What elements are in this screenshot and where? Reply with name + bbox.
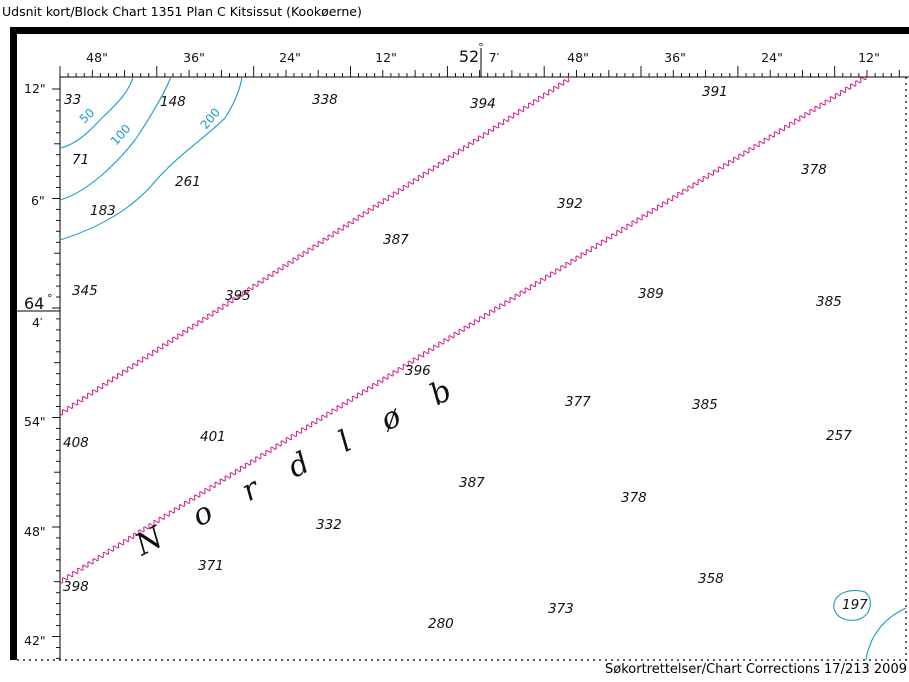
latitude-ticks	[52, 88, 60, 659]
chart-frame-left	[10, 27, 17, 660]
sounding: 387	[459, 475, 485, 491]
sounding: 261	[175, 174, 201, 190]
sounding: 280	[428, 616, 454, 632]
depth-soundings: 33 148 338 394 391 71 261 378 183 392 38…	[63, 84, 868, 632]
area-name-nordlob: N o r d l ø b	[129, 367, 470, 564]
lon-label-48: 48"	[86, 50, 108, 65]
sounding: 392	[557, 196, 583, 212]
lat-label-12: 12"	[24, 81, 46, 96]
lon-label-52-deg: 52	[459, 47, 479, 66]
contour-label-100: 100	[108, 122, 134, 148]
depth-contours	[59, 76, 907, 661]
lat-label-4min: 4′	[32, 315, 43, 330]
lon-label-24: 24"	[279, 50, 301, 65]
fairway-limit-south	[59, 77, 867, 584]
sounding: 332	[316, 517, 342, 533]
contour-200	[59, 76, 243, 241]
lon-degree-symbol: °	[478, 41, 484, 54]
contour-100	[59, 76, 172, 201]
sounding: 377	[565, 394, 591, 410]
sounding: 71	[72, 152, 89, 168]
longitude-ticks	[59, 66, 900, 77]
sounding: 387	[383, 232, 409, 248]
sounding: 396	[405, 363, 431, 379]
sounding: 408	[63, 435, 89, 451]
sounding: 338	[312, 92, 338, 108]
latitude-labels: 12" 6" 64 ° 4′ 54" 48" 42"	[24, 81, 53, 648]
chart-frame-top	[10, 27, 909, 34]
lon-label-12: 12"	[375, 50, 397, 65]
sounding: 257	[826, 428, 852, 444]
chart-title: Udsnit kort/Block Chart 1351 Plan C Kits…	[2, 4, 362, 19]
sounding: 391	[702, 84, 728, 100]
lat-degree-symbol: °	[47, 292, 53, 305]
area-name-group: N o r d l ø b	[129, 367, 470, 564]
longitude-labels: 48" 36" 24" 12" 52 ° 7′ 48" 36" 24" 12"	[86, 41, 880, 66]
sounding: 378	[801, 162, 827, 178]
lon-label-36: 36"	[183, 50, 205, 65]
sounding: 373	[548, 601, 574, 617]
lat-label-6: 6"	[31, 193, 45, 208]
lon-label-12-east: 12"	[858, 50, 880, 65]
lon-label-7min: 7′	[489, 50, 500, 65]
contour-label-group: 50 100 200	[77, 105, 223, 148]
sounding: 148	[160, 94, 186, 110]
lat-label-54: 54"	[24, 414, 46, 429]
sounding: 197	[842, 597, 868, 613]
contour-island-197	[833, 589, 871, 621]
sounding: 183	[90, 203, 116, 219]
sounding: 394	[470, 96, 496, 112]
sounding: 398	[63, 579, 89, 595]
fairway-limit-north	[59, 75, 572, 416]
contour-lower-right	[865, 607, 907, 661]
sounding: 378	[621, 490, 647, 506]
contour-label-200: 200	[198, 105, 223, 132]
lat-label-48: 48"	[24, 524, 46, 539]
lon-label-36-east: 36"	[664, 50, 686, 65]
lon-label-48-east: 48"	[567, 50, 589, 65]
contour-label-50: 50	[77, 106, 98, 127]
sounding: 385	[692, 397, 718, 413]
lat-label-42: 42"	[24, 633, 46, 648]
sounding: 389	[638, 286, 664, 302]
sounding: 33	[64, 92, 81, 108]
chart-corrections-note: Søkortrettelser/Chart Corrections 17/213…	[605, 662, 907, 677]
sounding: 345	[72, 283, 98, 299]
contour-50	[59, 76, 134, 149]
lat-label-64-deg: 64	[24, 294, 44, 313]
sounding: 371	[198, 558, 224, 574]
sounding: 358	[698, 571, 724, 587]
sounding: 401	[200, 429, 226, 445]
sounding: 395	[225, 288, 251, 304]
sounding: 385	[816, 294, 842, 310]
lon-label-24-east: 24"	[761, 50, 783, 65]
